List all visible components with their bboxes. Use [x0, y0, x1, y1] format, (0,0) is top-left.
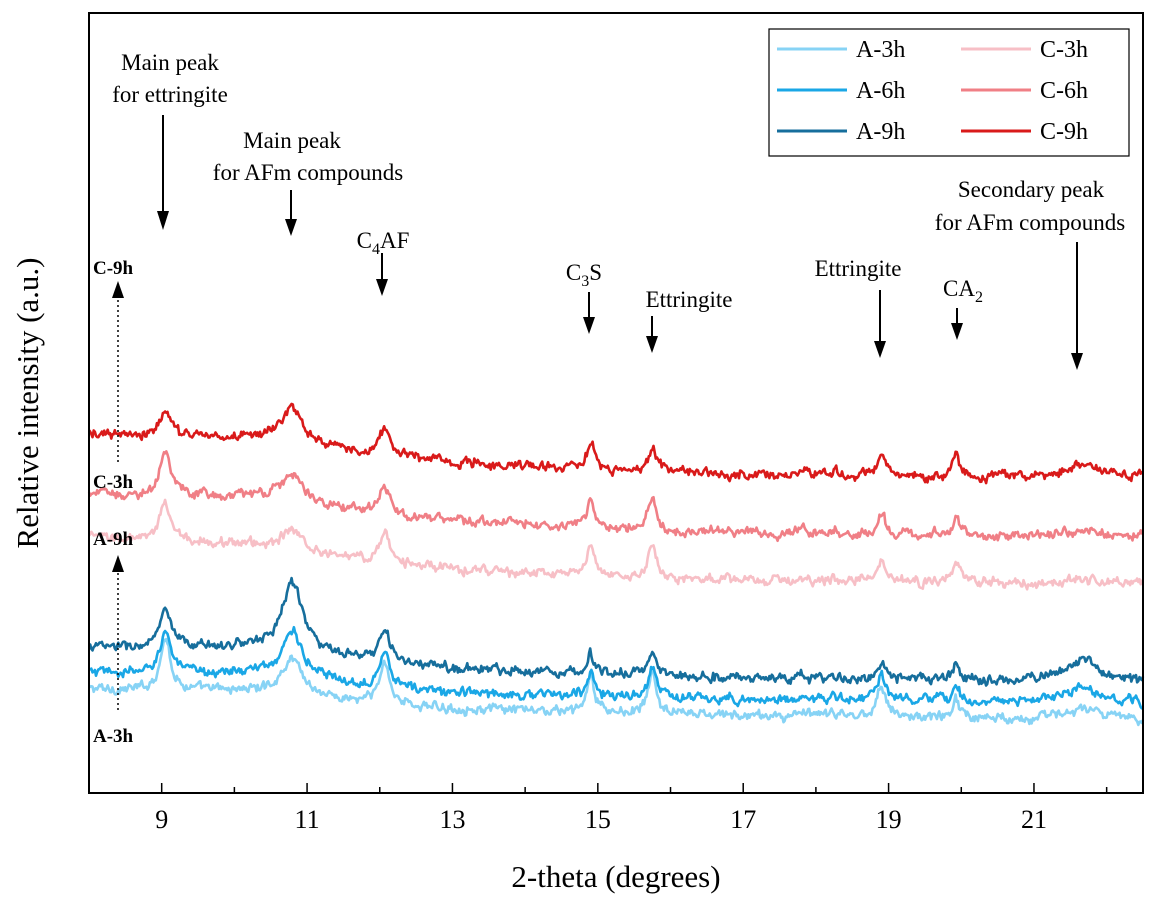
annotation-ettringite-19: Ettringite	[815, 256, 902, 358]
series-line-a-9h	[88, 576, 1145, 687]
series-line-a-6h	[88, 625, 1144, 710]
legend: A-3h A-6h A-9h C-3h C-6h C-9h	[768, 28, 1130, 157]
arrow-head	[376, 279, 388, 296]
arrow-head	[646, 336, 658, 353]
y-axis-label: Relative intensity (a.u.)	[10, 258, 45, 549]
arrow-head	[157, 211, 169, 230]
arrow-head	[1071, 353, 1083, 370]
side-label-a3h: A-3h	[93, 726, 134, 747]
annotation-secondary-afm-line1: Secondary peak	[958, 177, 1105, 202]
x-tick-label: 19	[876, 805, 902, 834]
x-tick-label: 9	[155, 805, 168, 834]
x-axis-label: 2-theta (degrees)	[511, 859, 720, 894]
legend-label-a-3h: A-3h	[856, 37, 905, 63]
annotation-ca2: CA2	[943, 276, 983, 340]
peak-annotations: Main peak for ettringite Main peak for A…	[112, 50, 1125, 370]
arrow-head	[112, 281, 124, 298]
x-tick-label: 21	[1021, 805, 1047, 834]
annotation-c3s: C3S	[566, 260, 602, 334]
arrow-head	[285, 219, 297, 236]
annotation-c4af: C4AF	[357, 228, 409, 296]
side-label-c3h: C-3h	[93, 472, 134, 493]
series-line-a-3h	[87, 637, 1145, 727]
series-line-c-9h	[87, 402, 1144, 485]
time-range-labels: C-9h C-3h A-9h A-3h	[93, 258, 134, 747]
annotation-secondary-afm: Secondary peak for AFm compounds	[935, 177, 1125, 370]
arrow-head	[583, 317, 595, 334]
x-tick-label: 13	[439, 805, 465, 834]
annotation-ettringite-19-label: Ettringite	[815, 256, 902, 281]
x-tick-label: 17	[730, 805, 756, 834]
annotation-ca2-label: CA2	[943, 276, 983, 306]
series-line-c-3h	[88, 498, 1145, 591]
annotation-c3s-label: C3S	[566, 260, 602, 290]
annotation-secondary-afm-line2: for AFm compounds	[935, 210, 1125, 235]
legend-label-c-9h: C-9h	[1040, 119, 1088, 145]
side-label-c9h: C-9h	[93, 258, 134, 279]
legend-label-c-6h: C-6h	[1040, 78, 1088, 104]
legend-label-a-9h: A-9h	[856, 119, 905, 145]
annotation-main-afm-line1: Main peak	[243, 128, 341, 153]
annotation-main-afm-line2: for AFm compounds	[213, 160, 403, 185]
plot-frame	[88, 12, 1144, 794]
annotation-main-ettringite-line1: Main peak	[121, 50, 219, 75]
series-layer	[87, 402, 1145, 727]
annotation-main-ettringite: Main peak for ettringite	[112, 50, 228, 230]
x-tick-label: 15	[585, 805, 611, 834]
annotation-main-ettringite-line2: for ettringite	[112, 82, 228, 107]
arrow-head	[112, 555, 124, 572]
annotation-main-afm: Main peak for AFm compounds	[213, 128, 403, 236]
side-label-a9h: A-9h	[93, 529, 134, 550]
legend-label-c-3h: C-3h	[1040, 37, 1088, 63]
annotation-ettringite-15-label: Ettringite	[646, 287, 733, 312]
legend-label-a-6h: A-6h	[856, 78, 905, 104]
arrow-head	[951, 323, 963, 340]
series-line-c-6h	[87, 450, 1144, 543]
x-axis-ticks: 9 11 13 15 17 19 21	[88, 783, 1108, 834]
annotation-ettringite-15: Ettringite	[646, 287, 733, 353]
x-tick-label: 11	[295, 805, 320, 834]
arrow-head	[874, 341, 886, 358]
